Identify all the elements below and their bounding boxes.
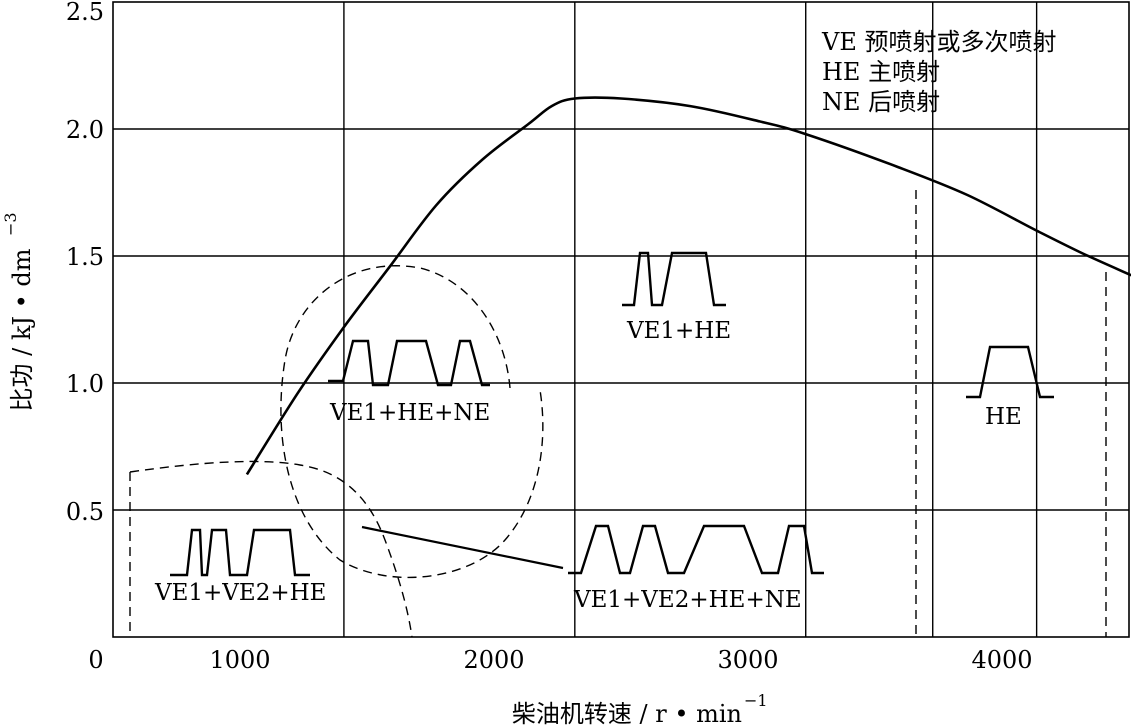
pulse-ve1-he-icon bbox=[622, 251, 726, 307]
leader-line bbox=[361, 525, 564, 570]
y-tick-label: 0.5 bbox=[66, 498, 104, 526]
pulse-icons bbox=[170, 251, 1054, 577]
y-tick-label: 1.0 bbox=[66, 370, 104, 398]
x-axis-title-exponent: −1 bbox=[744, 691, 768, 710]
pulse-he-icon bbox=[966, 345, 1054, 399]
region-boundary-low-speed bbox=[129, 460, 413, 638]
x-axis-title: 柴油机转速 / r • min bbox=[512, 700, 742, 728]
region-boundary-ve1-he-ne bbox=[280, 265, 544, 579]
region-boundaries bbox=[129, 190, 1107, 638]
legend-entry-ve: VE 预喷射或多次喷射 bbox=[821, 28, 1056, 56]
y-tick-label: 2.5 bbox=[66, 0, 104, 26]
x-tick-label: 4000 bbox=[971, 646, 1032, 674]
legend-entry-he: HE 主喷射 bbox=[822, 58, 940, 86]
label-ve1-ve2-he: VE1+VE2+HE bbox=[154, 580, 326, 606]
y-axis-title-exponent: −3 bbox=[1, 212, 20, 236]
pulse-ve1-ve2-he-icon bbox=[170, 528, 310, 577]
origin-label: 0 bbox=[88, 646, 103, 674]
y-axis-title: 比功 / kJ • dm bbox=[8, 248, 36, 411]
x-tick-label: 1000 bbox=[209, 646, 270, 674]
x-tick-label: 3000 bbox=[717, 646, 778, 674]
x-tick-label: 2000 bbox=[463, 646, 524, 674]
pulse-ve1-he-ne-icon bbox=[328, 339, 490, 387]
y-tick-label: 2.0 bbox=[66, 116, 104, 144]
legend: VE 预喷射或多次喷射 HE 主喷射 NE 后喷射 bbox=[821, 28, 1056, 116]
label-ve1-ve2-he-ne: VE1+VE2+HE+NE bbox=[573, 587, 802, 613]
legend-entry-ne: NE 后喷射 bbox=[822, 88, 940, 116]
pulse-ve1-ve2-he-ne-icon bbox=[568, 524, 824, 575]
plot-frame bbox=[112, 1, 1130, 638]
label-ve1-he-ne: VE1+HE+NE bbox=[329, 400, 490, 426]
label-he: HE bbox=[985, 404, 1022, 430]
label-ve1-he: VE1+HE bbox=[626, 318, 731, 344]
full-load-curve bbox=[245, 96, 1131, 476]
y-tick-label: 1.5 bbox=[66, 243, 104, 271]
